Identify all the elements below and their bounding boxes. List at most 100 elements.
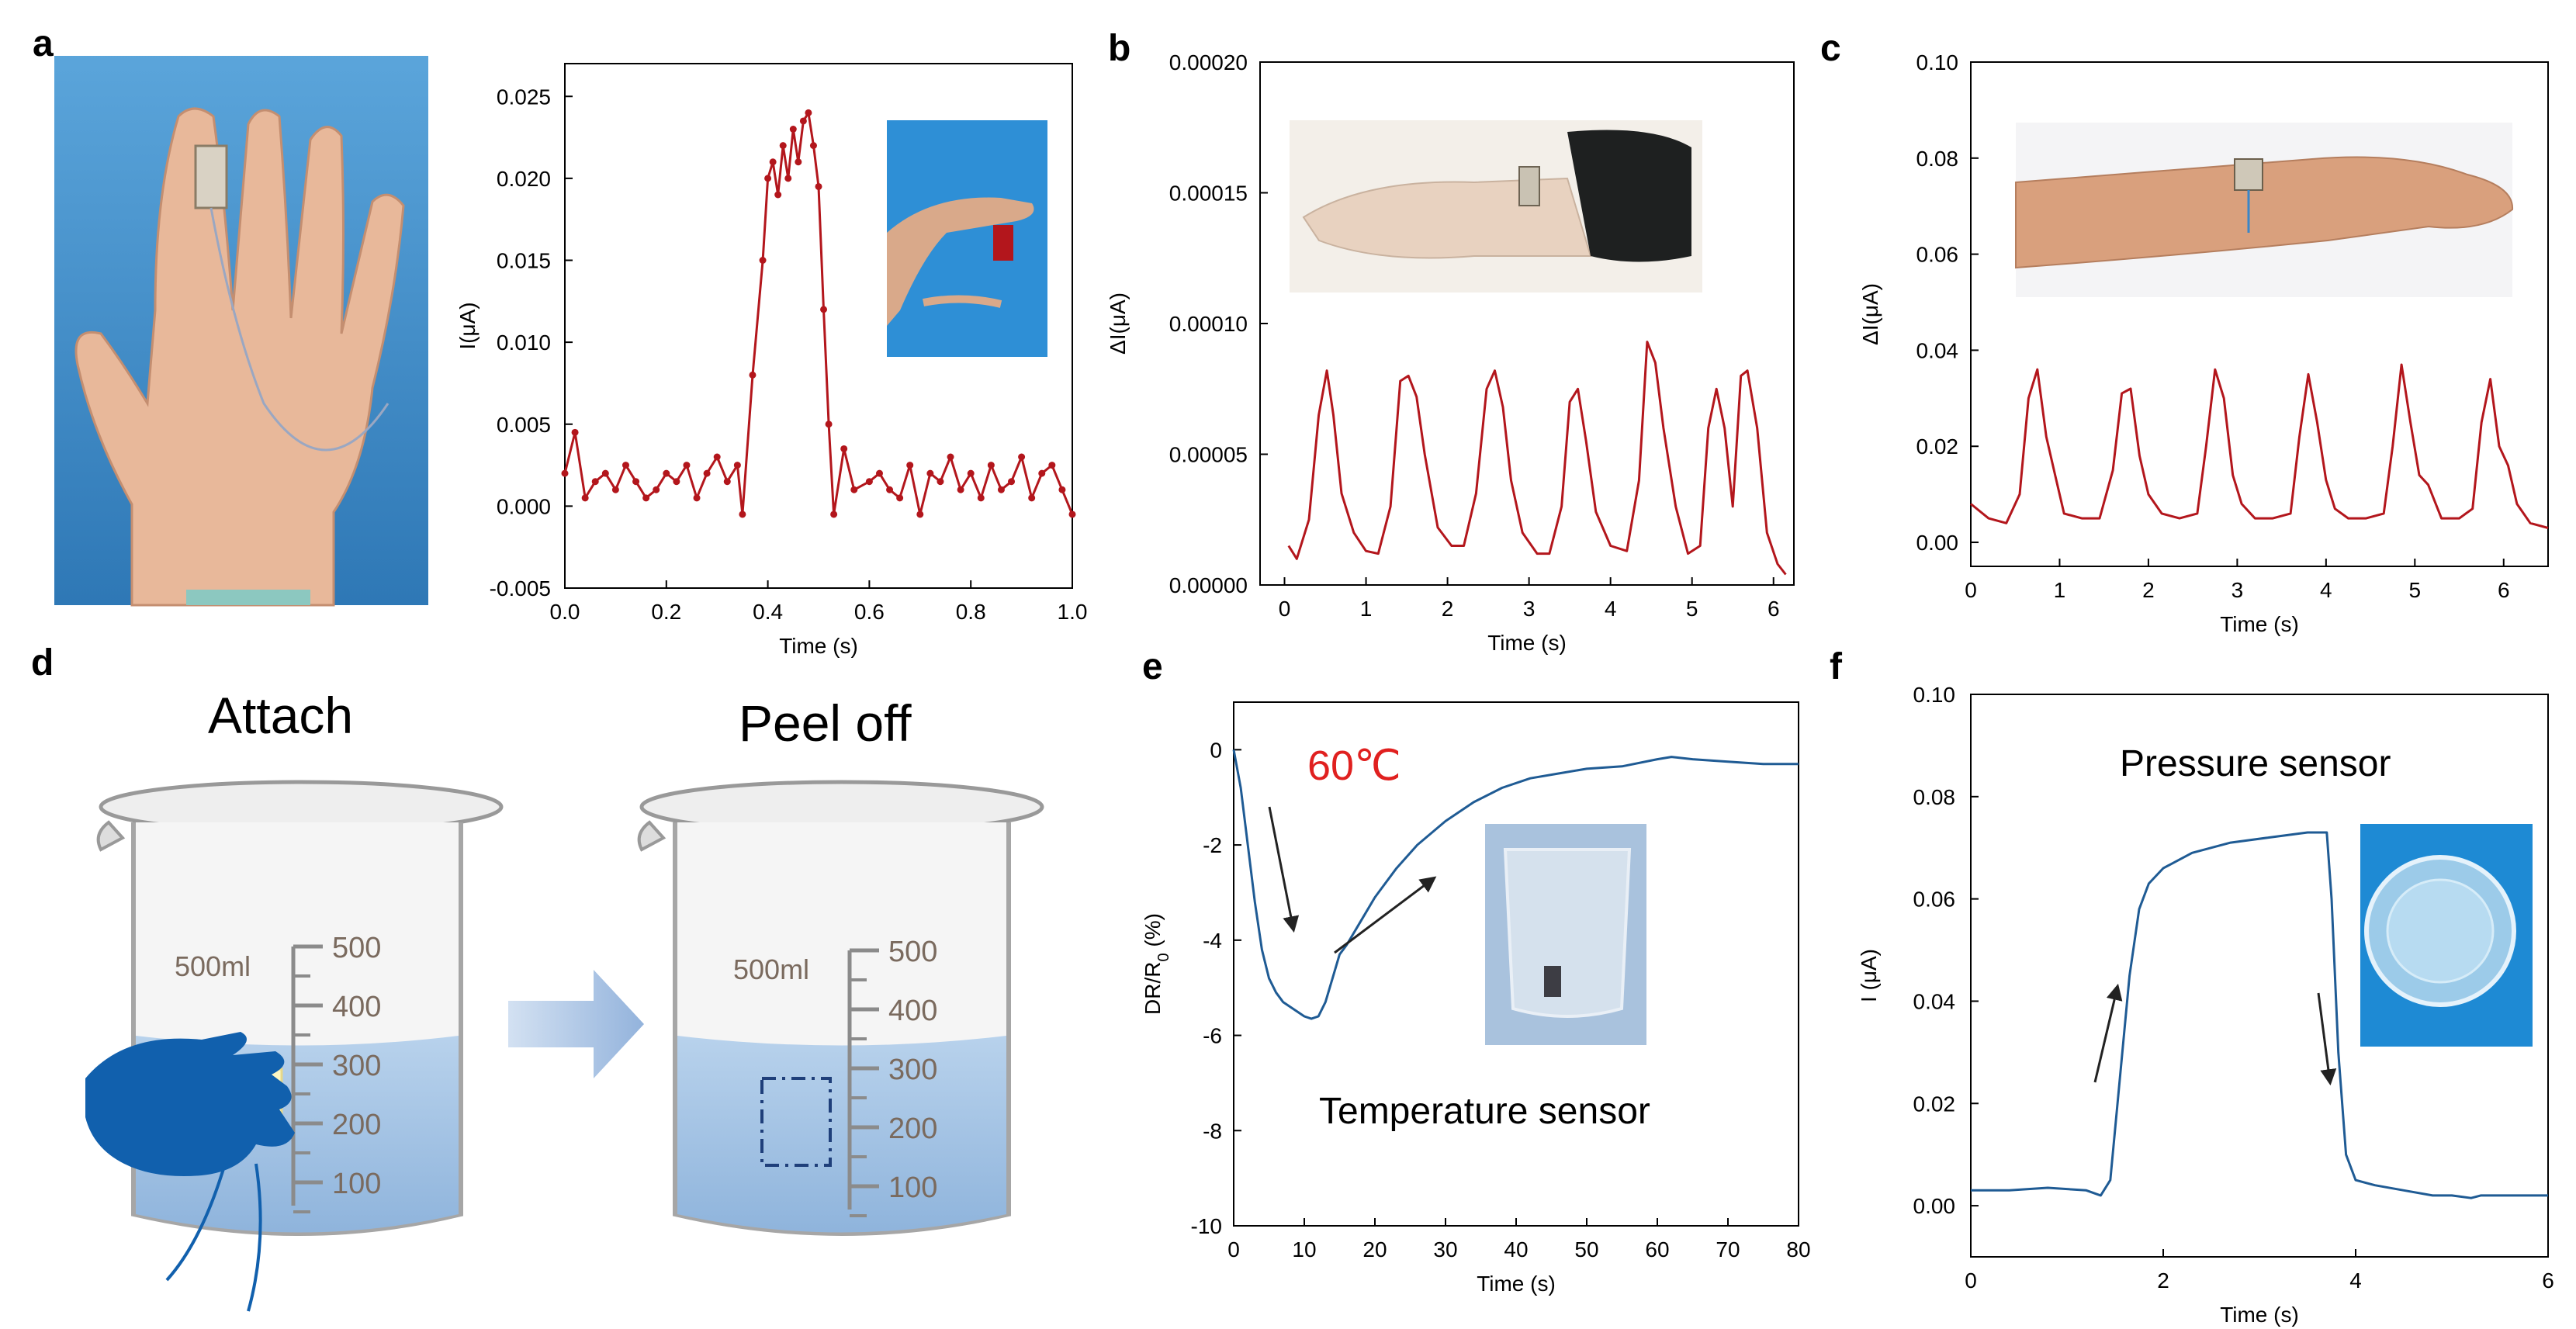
- data-point: [611, 486, 619, 493]
- f-up-arrow-icon: [2093, 983, 2123, 1083]
- beaker-attach-spout: [96, 820, 126, 852]
- data-point: [703, 469, 711, 477]
- y-axis-title: I(μA): [455, 302, 480, 349]
- data-point: [713, 453, 721, 461]
- chart-b: 0 1 2 3 4 5 6 0.00000 0.00005 0.00010 0.00015 0.000…: [1106, 50, 1795, 655]
- x-tick-label: 3: [1523, 597, 1536, 621]
- chart-a: 0.0 0.2 0.4 0.6 0.8 1.0 -0.005 0.000 0.005 0.010 0…: [455, 63, 1087, 658]
- data-point: [591, 478, 599, 486]
- y-tick-label: -10: [1191, 1214, 1222, 1238]
- data-point: [809, 142, 817, 150]
- finger-sensor-patch: [194, 144, 228, 209]
- x-tick-label: 50: [1574, 1237, 1598, 1262]
- data-point: [1068, 510, 1076, 518]
- x-tick-label: 6: [1768, 597, 1780, 621]
- data-point: [1018, 453, 1026, 461]
- x-tick-label: 80: [1786, 1237, 1810, 1262]
- data-point: [1008, 478, 1016, 486]
- data-point: [875, 469, 883, 477]
- panel-label-e: e: [1142, 646, 1163, 687]
- inset-arm-sensor-patch: [2234, 158, 2263, 191]
- beaker-peel: 500ml 500 400 300 200 100: [637, 780, 1044, 1236]
- x-tick-label: 4: [1605, 597, 1617, 621]
- panel-d-illustration: Attach Peel off 500ml 500 400 300 200 100 50…: [85, 687, 1044, 1312]
- y-tick-label: 0.10: [1913, 683, 1956, 707]
- x-axis-title: Time (s): [2220, 612, 2299, 636]
- data-point: [865, 478, 873, 486]
- peeled-sensor-outline: [760, 1077, 832, 1167]
- data-point: [774, 191, 782, 199]
- y-tick-label: 0.00020: [1169, 50, 1248, 74]
- data-point: [795, 158, 802, 166]
- data-point: [789, 126, 797, 133]
- data-point: [653, 486, 660, 493]
- y-tick-label: -4: [1203, 929, 1222, 953]
- scale-label: 500: [888, 936, 937, 968]
- e-temperature-sensor-label: Temperature sensor: [1319, 1091, 1650, 1132]
- panel-label-b: b: [1108, 28, 1130, 69]
- data-point: [779, 142, 787, 150]
- scale-label: 500: [332, 932, 381, 964]
- chart-c-frame: [1970, 61, 2549, 567]
- data-point: [561, 469, 569, 477]
- x-axis-title: Time (s): [1487, 631, 1567, 655]
- x-axis-title: Time (s): [779, 634, 858, 658]
- x-tick-label: 1: [1360, 597, 1373, 621]
- chart-a-frame: [564, 63, 1073, 589]
- beaker-peel-spout: [637, 820, 667, 852]
- y-tick-label: 0.010: [497, 331, 551, 355]
- beaker-peel-volume: 500ml: [733, 953, 809, 985]
- y-tick-label: 0.10: [1916, 50, 1959, 74]
- peel-off-label: Peel off: [739, 694, 912, 752]
- data-point: [764, 175, 772, 182]
- data-point: [663, 469, 670, 477]
- x-tick-label: 1: [2054, 578, 2066, 602]
- x-tick-label: 3: [2231, 578, 2244, 602]
- y-tick-label: 0.04: [1916, 338, 1959, 362]
- scale-label: 300: [888, 1054, 937, 1086]
- data-point: [571, 428, 579, 436]
- x-tick-label: 60: [1645, 1237, 1669, 1262]
- data-point: [957, 486, 964, 493]
- inset-black-sleeve: [1567, 130, 1691, 262]
- data-point: [840, 445, 848, 452]
- inset-beaker-photo: [1485, 824, 1646, 1045]
- x-tick-label: 0: [1965, 578, 1977, 602]
- series-line-c: [1970, 363, 2549, 529]
- x-tick-label: 40: [1504, 1237, 1528, 1262]
- inset-thumb-shape: [923, 295, 1002, 308]
- inset-weight-block: [993, 225, 1013, 261]
- data-point: [1048, 462, 1056, 469]
- x-tick-label: 20: [1362, 1237, 1387, 1262]
- x-axis-title: Time (s): [2220, 1303, 2299, 1327]
- data-point: [1038, 469, 1046, 477]
- y-tick-label: 0.04: [1913, 989, 1956, 1013]
- y-tick-label: 0.020: [497, 167, 551, 191]
- data-point: [759, 257, 767, 264]
- x-tick-label: 2: [1442, 597, 1454, 621]
- scale-label: 400: [888, 995, 937, 1027]
- data-point: [769, 158, 777, 166]
- y-tick-label: 0.00: [1913, 1194, 1956, 1218]
- x-tick-label: 0.2: [651, 600, 681, 624]
- data-point: [693, 494, 701, 502]
- x-tick-label: 0.4: [753, 600, 783, 624]
- chart-f-frame: [1970, 694, 2549, 1258]
- beaker-attach-scale: 500 400 300 200 100: [291, 932, 381, 1213]
- series-line-b: [1287, 341, 1787, 576]
- photo-hand-sensor: [54, 56, 428, 607]
- x-tick-label: 6: [2498, 578, 2510, 602]
- data-point: [886, 486, 894, 493]
- y-tick-label: 0.015: [497, 249, 551, 273]
- y-tick-label: 0.02: [1913, 1092, 1956, 1116]
- y-tick-label: 0: [1210, 738, 1222, 762]
- data-point: [977, 494, 985, 502]
- data-point: [825, 421, 833, 428]
- data-point: [733, 462, 741, 469]
- f-pressure-sensor-label: Pressure sensor: [2120, 743, 2391, 784]
- chart-e: 0 10 20 30 40 50 60 70 80 -10 -8 -6 -4 -2 0 Time (s) DR/…: [1141, 701, 1811, 1296]
- inset-beaker-glass: [1503, 848, 1632, 1018]
- attach-wire-2: [247, 1163, 262, 1312]
- inset-mannequin-wrist: [1290, 120, 1702, 292]
